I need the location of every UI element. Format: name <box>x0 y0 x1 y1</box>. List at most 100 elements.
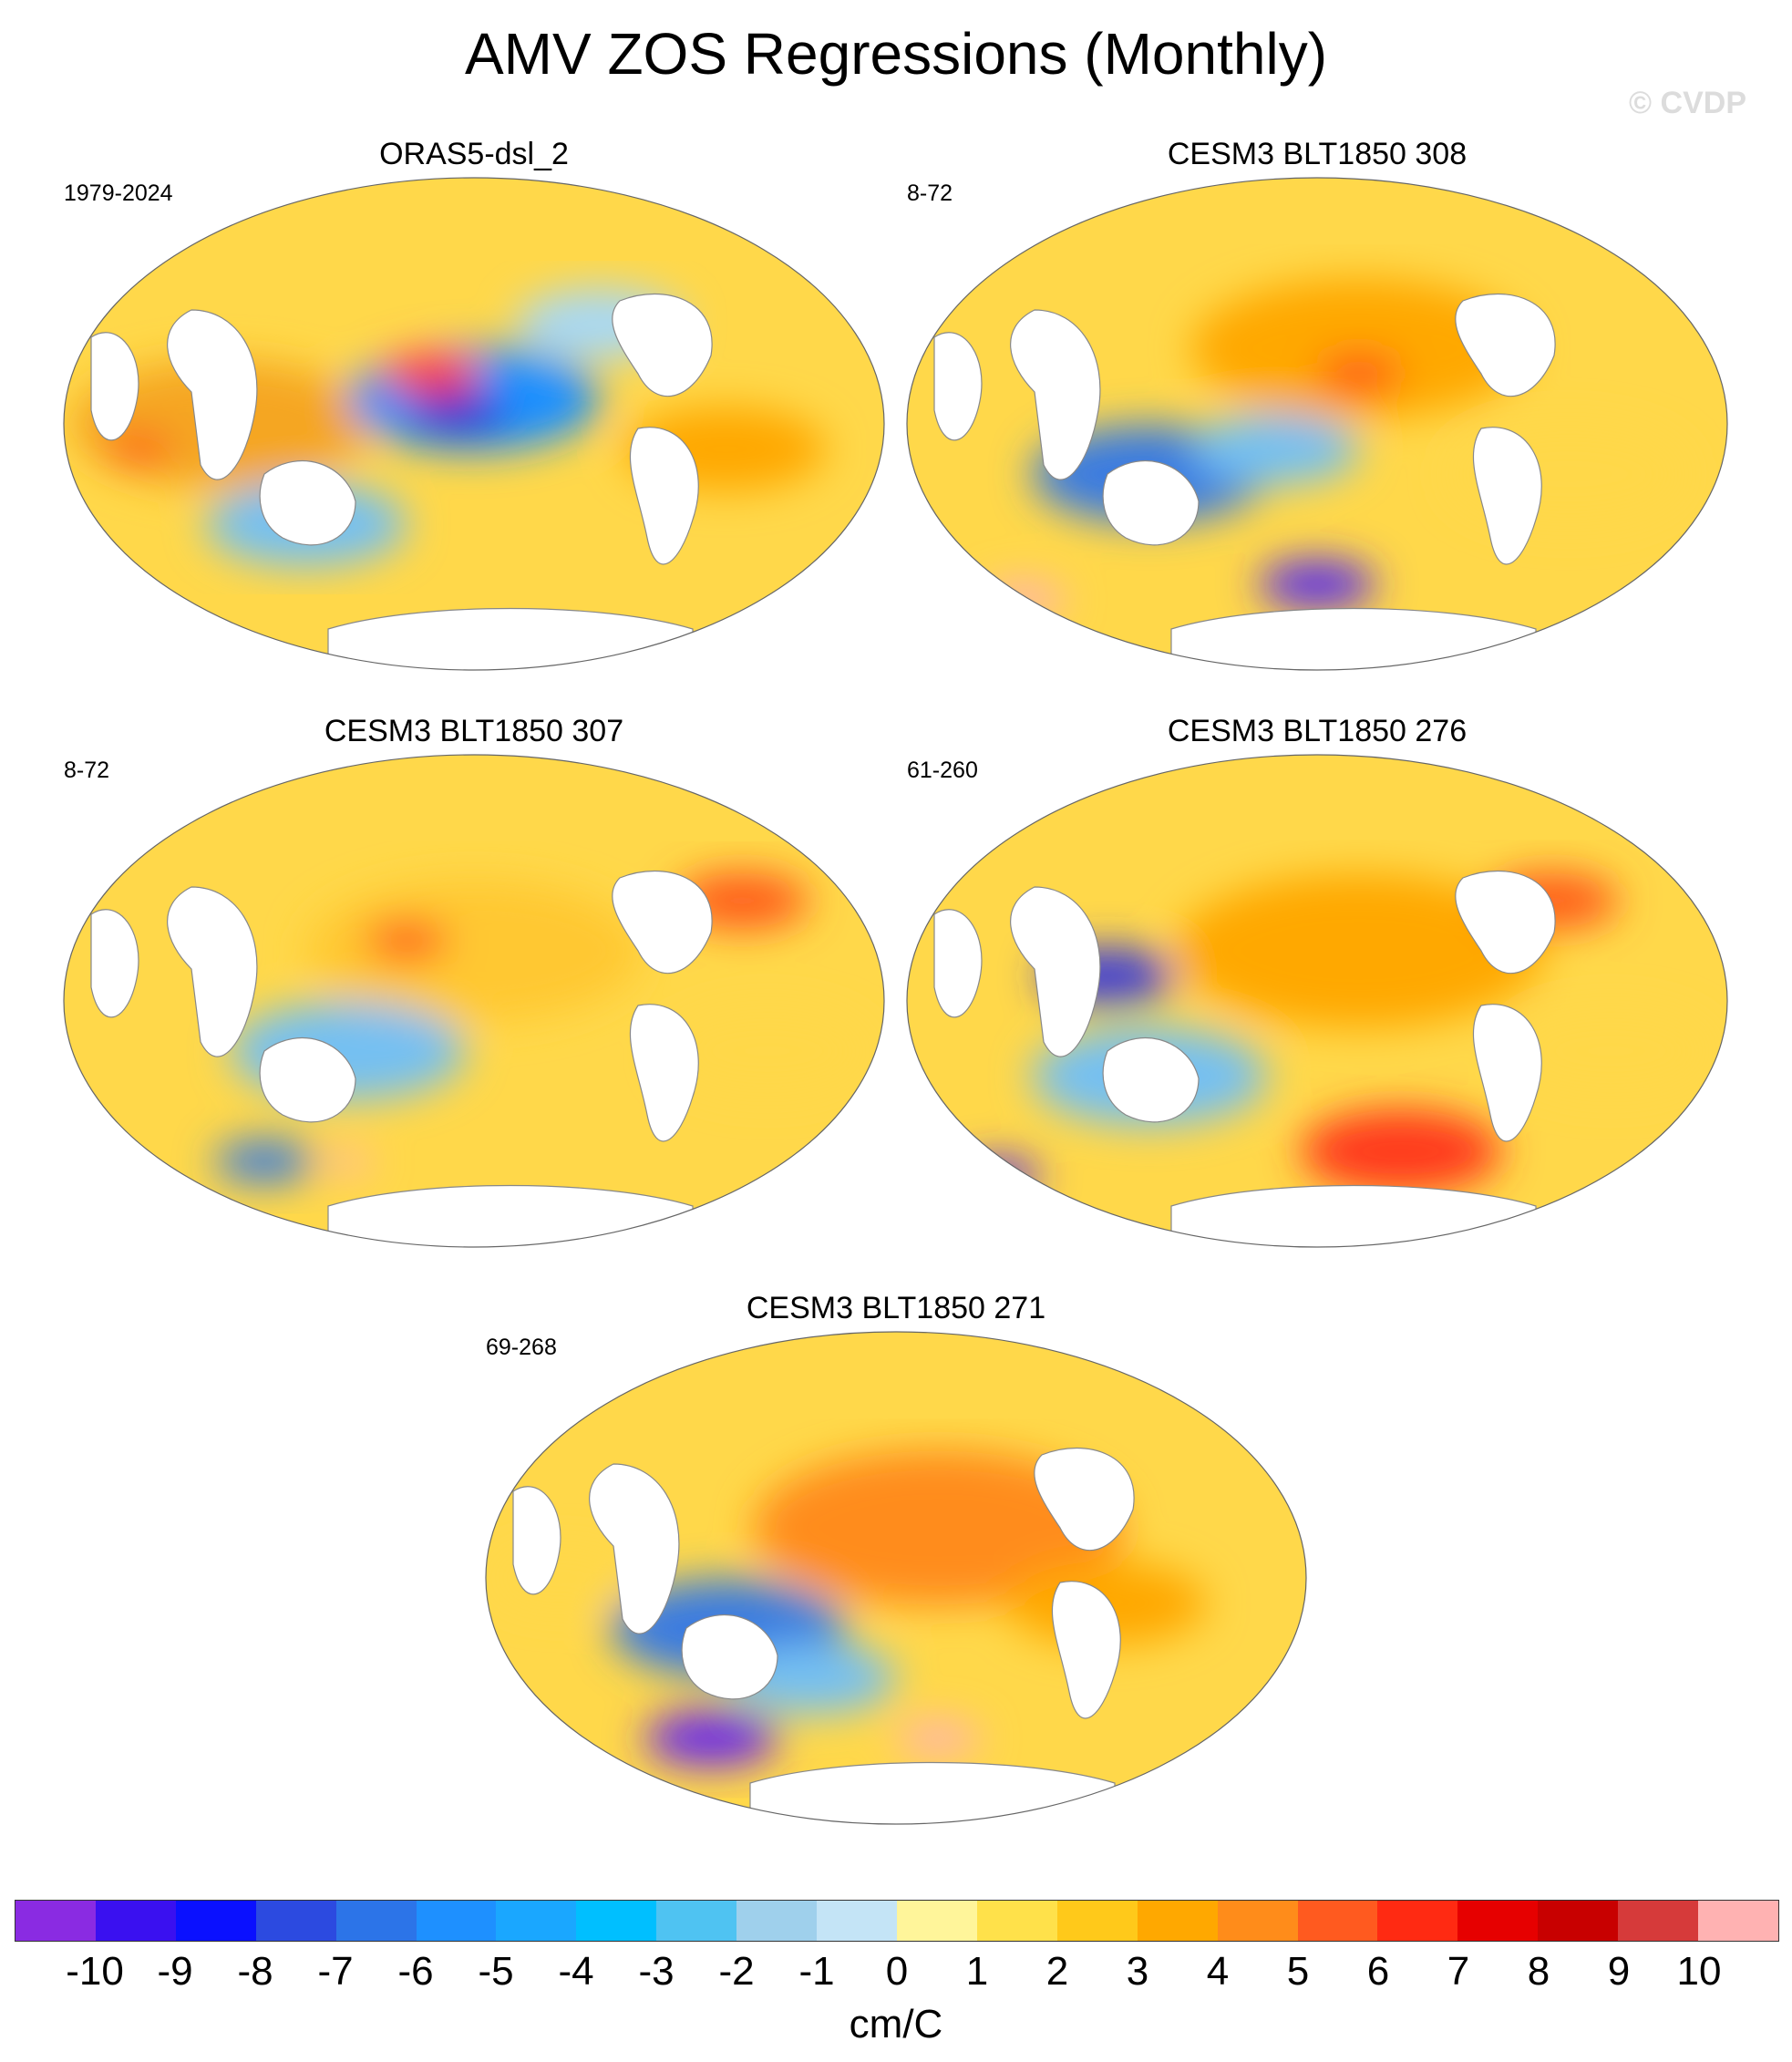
colorbar-tick-label: 2 <box>1045 1949 1069 1994</box>
colorbar-tick-label: -5 <box>478 1949 514 1994</box>
land-mass <box>90 332 139 441</box>
land-mass <box>259 460 356 546</box>
anomaly-region <box>213 1139 315 1183</box>
anomaly-region <box>323 1150 374 1172</box>
land-mass <box>1010 886 1101 1057</box>
land-mass <box>1034 1448 1135 1552</box>
land-mass <box>629 1004 699 1142</box>
land-mass <box>1102 460 1200 546</box>
anomaly-region <box>1317 356 1401 392</box>
land-mass <box>589 1463 680 1634</box>
anomaly-region <box>666 1008 869 1094</box>
anomaly-region <box>381 352 483 396</box>
map-outline <box>485 1331 1307 1825</box>
land-mass <box>327 1184 694 1247</box>
colorbar-unit: cm/C <box>849 2002 943 2047</box>
colorbar-cell <box>416 1901 497 1941</box>
map-panel-4: CESM3 BLT1850 276 61-260 <box>898 714 1736 1252</box>
panel-period: 8-72 <box>64 758 110 783</box>
colorbar-tick-label: 3 <box>1126 1949 1149 1994</box>
world-map <box>63 754 885 1248</box>
land-mass <box>167 309 258 480</box>
land-mass <box>90 909 139 1018</box>
copyright-watermark: © CVDP <box>1629 86 1746 120</box>
anomaly-region <box>753 1450 1123 1605</box>
colorbar-tick-label: -10 <box>66 1949 124 1994</box>
anomaly-region <box>1174 873 1544 1028</box>
panel-title: CESM3 BLT1850 307 <box>324 714 624 748</box>
colorbar-tick-label: -2 <box>718 1949 755 1994</box>
panel-title: ORAS5-dsl_2 <box>379 137 569 171</box>
map-outline <box>63 177 885 671</box>
land-mass <box>1472 427 1542 565</box>
anomaly-region <box>1300 1108 1502 1194</box>
colorbar-cell <box>817 1901 897 1941</box>
colorbar-tick-label: 6 <box>1366 1949 1390 1994</box>
world-map <box>906 177 1728 671</box>
map-panel-1: ORAS5-dsl_2 1979-2024 <box>55 137 893 675</box>
map-outline <box>906 754 1728 1248</box>
panel-period: 69-268 <box>486 1335 557 1360</box>
colorbar-tick-label: -4 <box>558 1949 594 1994</box>
land-mass <box>612 871 713 974</box>
panel-title: CESM3 BLT1850 271 <box>746 1291 1046 1325</box>
land-mass <box>629 427 699 565</box>
colorbar-cell <box>976 1901 1057 1941</box>
anomaly-region <box>105 435 172 463</box>
colorbar-cell <box>496 1901 577 1941</box>
land-mass <box>681 1614 778 1700</box>
world-map <box>906 754 1728 1248</box>
colorbar-cell <box>335 1901 417 1941</box>
colorbar-tick-label: -6 <box>397 1949 434 1994</box>
land-mass <box>512 1486 561 1595</box>
land-mass <box>1170 1184 1537 1247</box>
colorbar-tick-label: 10 <box>1676 1949 1722 1994</box>
map-panel-3: CESM3 BLT1850 307 8-72 <box>55 714 893 1252</box>
anomaly-region <box>1191 414 1359 484</box>
colorbar-tick-label: 9 <box>1607 1949 1631 1994</box>
anomaly-region <box>1509 1008 1712 1094</box>
colorbar-cell <box>1137 1901 1218 1941</box>
land-mass <box>1102 1037 1200 1123</box>
colorbar <box>15 1900 1779 1942</box>
colorbar-tick-label: 4 <box>1206 1949 1230 1994</box>
colorbar-tick-label: -8 <box>237 1949 273 1994</box>
land-mass <box>1472 1004 1542 1142</box>
colorbar-cell <box>656 1901 737 1941</box>
land-mass <box>933 909 983 1018</box>
anomaly-region <box>1258 560 1376 609</box>
colorbar-cell <box>1297 1901 1378 1941</box>
land-mass <box>1455 294 1556 397</box>
land-mass <box>327 607 694 670</box>
land-mass <box>749 1761 1116 1824</box>
anomaly-region <box>896 1720 980 1757</box>
map-outline <box>63 754 885 1248</box>
colorbar-tick-label: -9 <box>157 1949 193 1994</box>
anomaly-region <box>365 923 449 959</box>
land-mass <box>259 1037 356 1123</box>
panel-title: CESM3 BLT1850 276 <box>1167 714 1468 748</box>
colorbar-cell <box>1056 1901 1138 1941</box>
colorbar-cell <box>1618 1901 1699 1941</box>
anomaly-region <box>1191 278 1527 419</box>
land-mass <box>1170 607 1537 670</box>
colorbar-cell <box>736 1901 818 1941</box>
colorbar-cell <box>576 1901 657 1941</box>
colorbar-cell <box>1377 1901 1458 1941</box>
world-map <box>63 177 885 671</box>
anomaly-region <box>407 392 508 436</box>
colorbar-tick-label: 8 <box>1527 1949 1550 1994</box>
land-mass <box>612 294 713 397</box>
land-mass <box>167 886 258 1057</box>
colorbar-tick-label: 7 <box>1447 1949 1470 1994</box>
colorbar-tick-label: -1 <box>798 1949 835 1994</box>
colorbar-tick-label: -7 <box>317 1949 354 1994</box>
colorbar-cell <box>95 1901 176 1941</box>
land-mass <box>1455 871 1556 974</box>
colorbar-cell <box>255 1901 336 1941</box>
colorbar-cell <box>1457 1901 1539 1941</box>
colorbar-cell <box>1217 1901 1298 1941</box>
colorbar-tick-label: 1 <box>965 1949 989 1994</box>
panel-period: 8-72 <box>907 180 953 206</box>
colorbar-tick-label: 5 <box>1286 1949 1310 1994</box>
